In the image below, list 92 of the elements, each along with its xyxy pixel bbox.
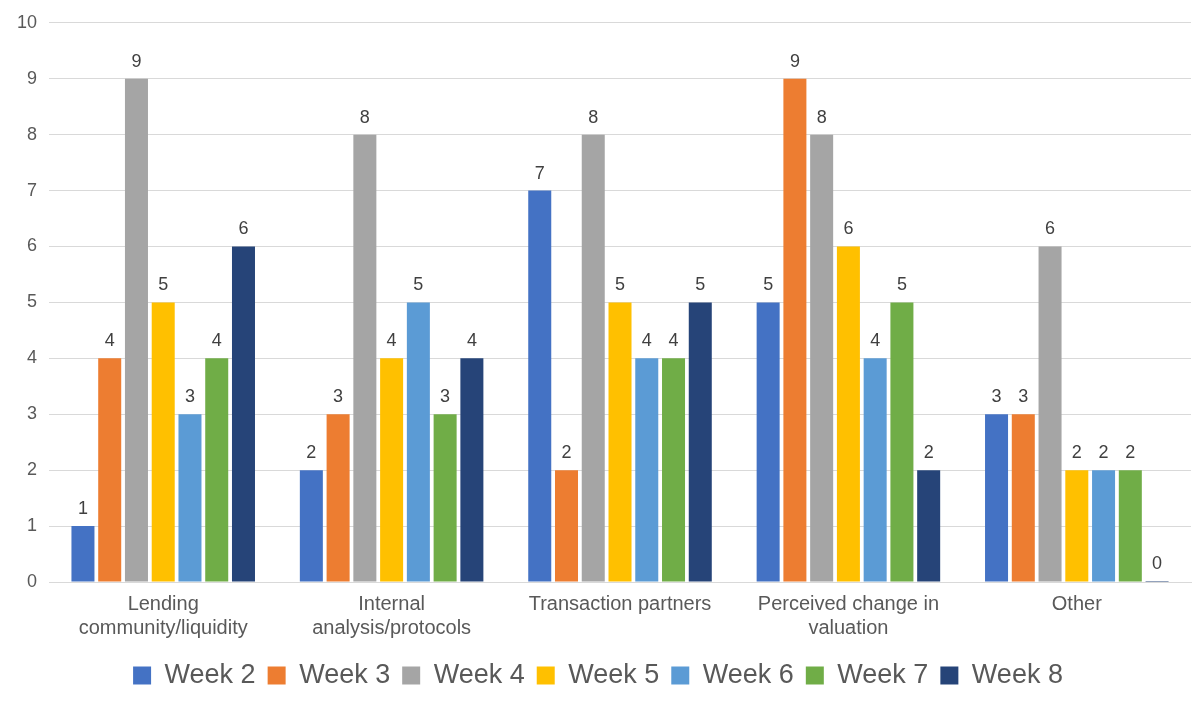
bar <box>231 246 255 582</box>
bar <box>555 470 579 582</box>
y-tick-label: 4 <box>27 347 38 368</box>
x-tick-label: Lending community/liquidity <box>78 591 248 638</box>
data-label: 4 <box>641 330 652 351</box>
data-label: 4 <box>668 330 679 351</box>
bar <box>151 302 175 582</box>
data-label: 4 <box>466 330 477 351</box>
bar <box>178 414 202 582</box>
bar <box>326 414 350 582</box>
data-label: 2 <box>1125 442 1136 463</box>
data-label: 6 <box>238 218 249 239</box>
bar <box>460 358 484 582</box>
x-tick-label: Internal analysis/protocols <box>312 591 472 638</box>
data-label: 5 <box>615 274 626 295</box>
bar <box>1065 470 1089 582</box>
bar <box>528 190 552 582</box>
data-label: 4 <box>870 330 881 351</box>
bar <box>662 358 686 582</box>
data-label: 8 <box>588 106 599 127</box>
bar <box>756 302 780 582</box>
bar <box>1038 246 1062 582</box>
bar <box>433 414 457 582</box>
data-label: 9 <box>131 50 142 71</box>
y-tick-label: 10 <box>16 11 38 32</box>
data-label: 6 <box>1045 218 1056 239</box>
data-label: 2 <box>561 442 572 463</box>
y-tick-label: 7 <box>27 179 38 200</box>
legend-label: Week 5 <box>568 658 660 689</box>
data-label: 5 <box>896 274 907 295</box>
legend-label: Week 3 <box>299 658 391 689</box>
bar <box>380 358 404 582</box>
bar <box>1011 414 1035 582</box>
data-label: 5 <box>763 274 774 295</box>
data-label: 6 <box>843 218 854 239</box>
bar <box>406 302 430 582</box>
data-label: 4 <box>104 330 115 351</box>
legend-label: Week 8 <box>971 658 1063 689</box>
data-label: 4 <box>211 330 222 351</box>
bar <box>299 470 323 582</box>
data-label: 9 <box>789 50 800 71</box>
data-label: 8 <box>816 106 827 127</box>
y-tick-label: 5 <box>27 291 38 312</box>
bar <box>98 358 122 582</box>
bar <box>71 526 95 582</box>
data-label: 4 <box>386 330 397 351</box>
data-label: 3 <box>440 386 451 407</box>
data-label: 1 <box>77 498 88 519</box>
y-tick-label: 3 <box>27 403 38 424</box>
data-label: 2 <box>306 442 317 463</box>
x-tick-label: Transaction partners <box>528 591 712 614</box>
bar <box>1118 470 1142 582</box>
y-tick-label: 1 <box>27 515 38 536</box>
data-label: 5 <box>158 274 169 295</box>
data-label: 3 <box>184 386 195 407</box>
bar <box>863 358 887 582</box>
bar <box>810 134 834 582</box>
data-label: 2 <box>923 442 934 463</box>
y-tick-label: 0 <box>27 570 38 591</box>
bar <box>205 358 229 582</box>
data-label: 5 <box>695 274 706 295</box>
bar <box>124 78 148 582</box>
bar <box>836 246 860 582</box>
bar <box>581 134 605 582</box>
legend-label: Week 7 <box>837 658 929 689</box>
y-tick-label: 2 <box>27 459 38 480</box>
data-label: 7 <box>534 162 545 183</box>
data-label: 5 <box>413 274 424 295</box>
legend-label: Week 6 <box>702 658 794 689</box>
y-tick-label: 8 <box>27 123 38 144</box>
bar <box>985 414 1009 582</box>
data-label: 3 <box>1018 386 1029 407</box>
x-tick-label: Other <box>1051 591 1103 614</box>
bar <box>688 302 712 582</box>
data-label: 3 <box>333 386 344 407</box>
bar <box>917 470 941 582</box>
bar <box>1092 470 1116 582</box>
bar <box>890 302 914 582</box>
data-label: 8 <box>359 106 370 127</box>
data-label: 0 <box>1152 552 1163 573</box>
data-label: 2 <box>1098 442 1109 463</box>
y-tick-label: 9 <box>27 67 38 88</box>
bar <box>783 78 807 582</box>
legend-label: Week 4 <box>433 658 525 689</box>
bar <box>608 302 632 582</box>
legend-label: Week 2 <box>164 658 256 689</box>
data-label: 3 <box>991 386 1002 407</box>
x-tick-label: Perceived change in valuation <box>757 591 940 638</box>
bar <box>353 134 377 582</box>
y-tick-label: 6 <box>27 235 38 256</box>
data-label: 2 <box>1071 442 1082 463</box>
bar <box>635 358 659 582</box>
